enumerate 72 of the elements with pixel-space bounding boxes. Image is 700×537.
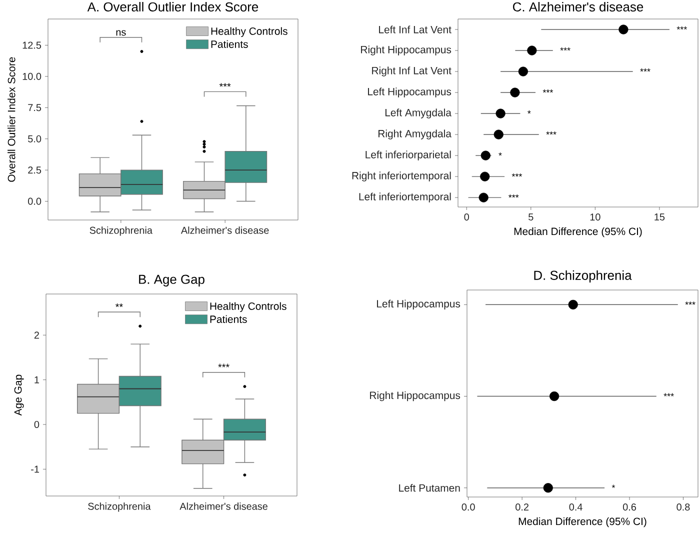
- point: [510, 88, 520, 98]
- legend-label: Healthy Controls: [210, 302, 286, 312]
- x-tick-label: 0.4: [569, 504, 582, 511]
- point: [478, 192, 488, 202]
- y-tick-label: 10.0: [22, 72, 42, 80]
- annotation: ***: [664, 393, 674, 396]
- x-axis-title: Median Difference (95% CI): [518, 517, 646, 528]
- x-tick-label: Schizophrenia: [90, 226, 152, 236]
- annotation: ns: [116, 30, 126, 36]
- point: [618, 24, 628, 34]
- annotation: *: [498, 152, 502, 156]
- x-tick-label: 0: [464, 214, 469, 221]
- point: [480, 172, 490, 182]
- x-tick-label: Schizophrenia: [88, 502, 151, 512]
- x-tick-label: 0.2: [516, 504, 528, 511]
- annotation: ***: [640, 68, 650, 72]
- legend-label: Healthy Controls: [211, 27, 288, 37]
- y-tick-label: Left Hippocampus: [368, 88, 452, 98]
- y-tick-label: 2.5: [28, 166, 42, 174]
- y-tick-label: Left inferiortemporal: [359, 192, 451, 202]
- annotation: **: [115, 303, 123, 307]
- legend-label: Patients: [211, 40, 248, 48]
- annotation: *: [528, 110, 531, 114]
- x-tick-label: Alzheimer's disease: [180, 502, 268, 510]
- y-tick-label: 1: [34, 376, 39, 384]
- x-axis-title: Median Difference (95% CI): [514, 227, 642, 238]
- annotation: ***: [512, 173, 522, 177]
- y-tick-label: Right inferiortemporal: [352, 172, 451, 182]
- y-tick-label: 5.0: [28, 135, 42, 142]
- y-tick-label: Left Putamen: [399, 484, 460, 492]
- chart-title: D. Schizophrenia: [534, 270, 632, 283]
- y-tick-label: Left Hippocampus: [377, 300, 460, 310]
- point: [494, 130, 504, 140]
- x-tick-label: 0.6: [622, 504, 636, 511]
- y-tick-label: Left inferiorparietal: [366, 150, 451, 160]
- y-tick-label: 7.5: [28, 104, 42, 112]
- y-tick-label: 0.0: [28, 198, 42, 205]
- legend-label: Patients: [210, 315, 247, 323]
- y-tick-label: 2: [34, 332, 39, 339]
- x-tick-label: Alzheimer's disease: [180, 226, 269, 234]
- y-tick-label: -1: [31, 466, 39, 473]
- point: [527, 46, 537, 56]
- annotation: ***: [685, 302, 696, 305]
- annotation: *: [612, 484, 616, 488]
- y-axis-title: Age Gap: [14, 374, 24, 416]
- y-tick-label: 0: [34, 420, 40, 428]
- y-tick-label: 12.5: [22, 42, 42, 49]
- x-tick-label: 0.8: [676, 504, 690, 511]
- chart-title: C. Alzheimer's disease: [513, 2, 644, 12]
- x-tick-label: 0.0: [462, 504, 475, 511]
- point: [518, 66, 528, 76]
- y-tick-label: Right Hippocampus: [370, 391, 460, 402]
- x-tick-label: 10: [590, 214, 600, 221]
- point: [480, 150, 490, 160]
- annotation: ***: [508, 194, 519, 198]
- annotation: ***: [676, 26, 687, 30]
- y-tick-label: Right Inf Lat Vent: [372, 66, 452, 76]
- y-tick-label: Left Inf Lat Vent: [379, 26, 452, 34]
- y-tick-label: Right Amygdala: [378, 130, 452, 140]
- point: [496, 108, 506, 118]
- annotation: ***: [542, 89, 554, 93]
- annotation: ***: [560, 47, 570, 51]
- y-tick-label: Left Amygdala: [385, 108, 452, 118]
- annotation: ***: [219, 83, 231, 87]
- chart-title: A. Overall Outlier Index Score: [87, 2, 258, 12]
- y-axis-title: Overall Outlier Index Score: [8, 57, 16, 182]
- chart-title: B. Age Gap: [139, 274, 204, 286]
- annotation: ***: [218, 364, 230, 368]
- y-tick-label: Right Hippocampus: [361, 46, 452, 56]
- x-tick-label: 5: [528, 214, 534, 220]
- x-tick-label: 15: [654, 214, 665, 220]
- annotation: ***: [546, 131, 556, 135]
